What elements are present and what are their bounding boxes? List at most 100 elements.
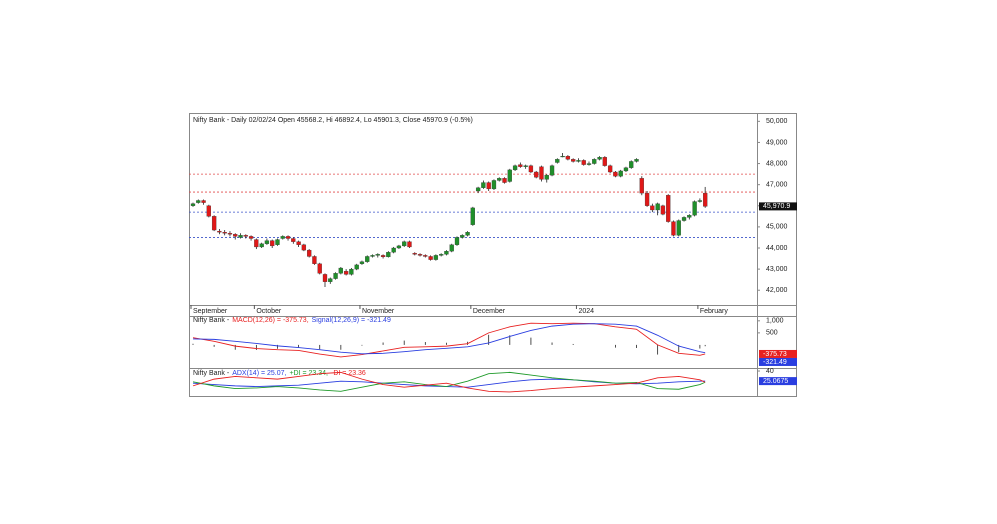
candle-body <box>571 159 576 162</box>
candle-body <box>349 268 354 275</box>
candle-body <box>544 175 549 180</box>
candle-body <box>248 236 254 239</box>
candle-body <box>703 192 708 207</box>
candle-body <box>692 201 697 216</box>
candle-body <box>275 239 280 245</box>
chart-frame <box>189 113 797 397</box>
candle-body <box>481 182 486 188</box>
x-tick-label: September <box>193 308 228 315</box>
candle-body <box>233 234 238 237</box>
candle-body <box>607 165 613 173</box>
y-tick-label: 49,000 <box>766 139 788 146</box>
candle-body <box>534 171 539 178</box>
candle-body <box>428 256 433 260</box>
value-box-label: -321.49 <box>763 359 787 366</box>
candle-body <box>206 205 211 217</box>
candle-body <box>280 236 285 239</box>
candle-body <box>666 195 671 222</box>
candle-body <box>655 203 660 211</box>
series-line <box>192 371 706 393</box>
candle-body <box>555 159 560 163</box>
candle-body <box>650 205 655 211</box>
candle-body <box>465 232 470 236</box>
candle-body <box>307 249 312 257</box>
candle-body <box>243 235 248 237</box>
candle-body <box>681 217 687 221</box>
candle-body <box>592 159 597 164</box>
candle-body <box>270 240 275 247</box>
candle-body <box>322 274 328 282</box>
candle-body <box>613 171 618 177</box>
candle-body <box>359 261 365 264</box>
candle-body <box>576 160 581 162</box>
legend-entry: MACD(12,26) = -375.73, <box>232 317 309 324</box>
candle-body <box>370 255 375 257</box>
candle-body <box>581 160 586 165</box>
candle-body <box>644 192 650 206</box>
panel-title: Nifty Bank - MACD(12,26) = -375.73, Signal… <box>193 317 391 324</box>
y-tick-label: 44,000 <box>766 245 788 252</box>
y-tick-label: 45,000 <box>766 224 788 231</box>
candle-body <box>528 165 534 173</box>
candle-body <box>211 216 217 231</box>
candle-body <box>196 200 201 203</box>
y-tick-label: 48,000 <box>766 160 788 167</box>
candle-body <box>222 232 227 234</box>
value-box <box>759 349 797 358</box>
candle-body <box>227 233 233 235</box>
candle-body <box>365 256 370 262</box>
y-tick-label: 500 <box>766 330 778 337</box>
candle-body <box>475 187 481 192</box>
candle-body <box>597 157 602 160</box>
candle-body <box>439 254 444 256</box>
candle-body <box>412 253 417 255</box>
candle-body <box>634 159 639 162</box>
candle-body <box>449 244 454 252</box>
last-price-box <box>759 202 797 211</box>
value-box <box>759 377 797 386</box>
series-line <box>192 322 706 358</box>
candle-body <box>454 237 460 245</box>
legend-entry: +DI = 23.34, <box>289 370 328 377</box>
y-tick-label: 1,000 <box>766 318 784 325</box>
candle-body <box>391 247 396 253</box>
x-tick-label: November <box>362 308 395 315</box>
panel-title: Nifty Bank - ADX(14) = 25.07, +DI = 23.34,… <box>193 370 366 377</box>
x-tick-label: December <box>473 308 506 315</box>
candle-body <box>301 244 307 251</box>
candle-body <box>375 254 380 256</box>
candle-body <box>491 180 497 190</box>
series-line <box>192 323 706 355</box>
legend-entry: Signal(12,26,9) = -321.49 <box>312 317 391 324</box>
legend-entry: -DI = 23.36 <box>331 370 366 377</box>
candle-body <box>502 178 507 183</box>
panel-title-text: Nifty Bank - <box>193 317 230 324</box>
candle-body <box>317 263 322 274</box>
candle-body <box>201 200 206 203</box>
candle-body <box>380 255 386 258</box>
x-tick-label: February <box>700 308 729 315</box>
candle-body <box>660 205 666 215</box>
candle-body <box>460 235 465 238</box>
candle-body <box>328 278 333 282</box>
candle-body <box>433 255 439 260</box>
candle-body <box>623 167 629 172</box>
x-tick-label: October <box>256 308 282 315</box>
candle-body <box>586 163 592 165</box>
candle-body <box>618 170 623 177</box>
y-tick-label: 43,000 <box>766 266 788 273</box>
candle-body <box>602 157 607 166</box>
candle-body <box>402 241 407 247</box>
candle-body <box>639 178 644 194</box>
candle-body <box>423 255 428 257</box>
x-tick-label: 2024 <box>578 308 594 315</box>
candle-body <box>417 254 423 256</box>
candle-body <box>539 166 544 180</box>
value-box-label: 25.0675 <box>763 378 788 385</box>
y-tick-label: 47,000 <box>766 182 788 189</box>
candle-body <box>296 241 301 245</box>
candle-body <box>444 251 449 255</box>
candle-body <box>312 256 317 264</box>
value-box <box>759 357 797 366</box>
